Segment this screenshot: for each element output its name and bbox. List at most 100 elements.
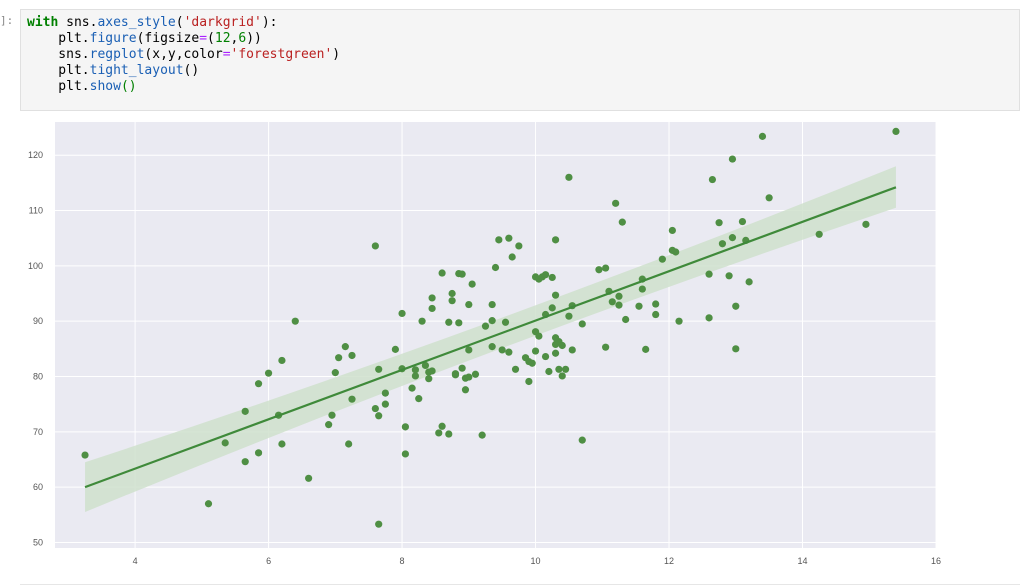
scatter-point [491,263,500,272]
y-tick-label: 100 [28,261,43,271]
scatter-point [488,317,496,325]
code-token: with [27,15,59,30]
scatter-point [635,302,643,310]
y-axis-ticks: 50 60 70 80 90 100 110 120 [28,150,43,547]
scatter-point [411,372,420,380]
scatter-point [241,407,249,415]
scatter-point [652,300,660,308]
scatter-point [221,439,229,447]
scatter-point [608,298,616,306]
scatter-point [558,341,566,350]
code-token: )) [246,31,262,46]
code-token: 6 [238,31,247,46]
scatter-point [305,474,313,482]
scatter-point [565,312,573,320]
scatter-point [335,354,343,362]
code-token: plt. [27,31,90,46]
code-token: ): [261,15,278,30]
scatter-point [415,395,423,403]
scatter-point [468,280,476,288]
scatter-point [348,351,356,360]
scatter-point [545,367,553,376]
x-axis-ticks: 4 6 8 10 12 14 16 [133,556,941,566]
scatter-point [421,361,430,370]
scatter-point [551,291,560,299]
scatter-point [371,404,379,413]
scatter-point [381,400,389,408]
scatter-point [638,285,646,293]
scatter-point [345,440,353,448]
y-tick-label: 80 [33,371,43,381]
code-token: = [199,31,208,46]
scatter-point [728,155,737,163]
y-tick-label: 90 [33,316,43,326]
scatter-point [535,332,543,340]
code-token: ( [175,15,184,30]
scatter-point [715,219,723,227]
scatter-point [668,226,676,235]
y-tick-label: 50 [33,537,43,547]
scatter-point [551,349,560,357]
scatter-point [505,348,513,356]
code-line: plt.tight_layout() [27,63,1019,79]
scatter-point [455,319,463,327]
scatter-point [615,292,623,300]
x-tick-label: 4 [133,556,138,566]
scatter-point [398,309,406,318]
y-tick-label: 120 [28,150,43,160]
scatter-point [278,440,286,448]
scatter-point [565,173,573,181]
scatter-point [732,345,740,353]
y-tick-label: 60 [33,482,43,492]
scatter-point [401,423,409,431]
scatter-point [471,370,480,378]
x-tick-label: 8 [400,556,405,566]
scatter-point [488,343,496,351]
scatter-point [728,234,737,242]
code-token: plt. [27,79,90,94]
scatter-point [435,429,443,437]
code-token: = [222,47,231,62]
scatter-point [612,199,620,207]
scatter-point [548,304,556,312]
confidence-band [85,166,896,513]
regression-line [84,186,897,489]
scatter-point [558,372,566,380]
regression-line-group [84,186,897,489]
scatter-point [758,132,767,140]
scatter-point [291,317,299,325]
code-cell[interactable]: with sns.axes_style('darkgrid'): plt.fig… [20,9,1020,111]
scatter-point [595,266,603,274]
code-token: plt. [27,63,90,78]
scatter-point [448,289,456,298]
scatter-point [445,430,453,438]
scatter-point [438,269,446,277]
scatter-point [505,234,513,242]
cell-output: 4 6 8 10 12 14 16 50 60 70 80 90 100 110 120 [20,112,1024,587]
scatter-point [254,380,263,388]
scatter-point [705,314,713,322]
code-token: 'forestgreen' [230,47,333,62]
scatter-point [381,389,389,397]
scatter-point [458,364,466,372]
code-token: regplot [89,47,145,62]
x-tick-label: 16 [931,556,941,566]
scatter-point [541,352,550,361]
scatter-point [465,300,473,309]
scatter-point [448,297,456,305]
scatter-point [481,322,490,330]
scatter-point [375,520,383,528]
scatter-point [511,365,520,373]
scatter-point [622,315,630,324]
scatter-point [555,365,563,373]
scatter-point [341,343,349,351]
scatter-point [375,412,383,420]
scatter-point [548,273,556,282]
scatter-point [652,310,660,319]
scatter-point [264,369,273,377]
scatter-point [602,343,610,351]
scatter-point [815,230,823,238]
scatter-point [401,450,409,458]
code-token: sns. [58,15,98,30]
scatter-point [892,127,900,136]
